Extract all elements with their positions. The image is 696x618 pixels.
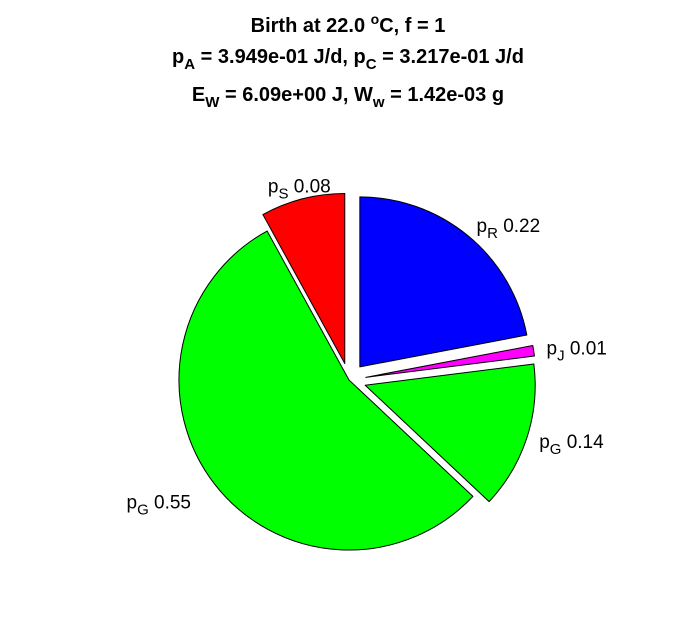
slice-label-0: pR 0.22 <box>477 216 541 242</box>
pie-slice-4 <box>262 193 346 365</box>
pie-labels: pR 0.22 pJ 0.01 pG 0.14 pG 0.55 pS 0.08 <box>126 176 606 518</box>
pie-slice-0 <box>359 196 528 368</box>
slice-label-4: pS 0.08 <box>268 176 331 202</box>
title-line-3: EW = 6.09e+00 J, Ww = 1.42e-03 g <box>192 84 504 111</box>
pie-slice-1 <box>365 344 535 378</box>
pie-slices <box>178 193 536 551</box>
pie-slice-3 <box>178 230 474 551</box>
slice-label-2: pG 0.14 <box>539 432 604 458</box>
pie-slice-2 <box>364 363 536 503</box>
title-line-2: pA = 3.949e-01 J/d, pC = 3.217e-01 J/d <box>172 46 524 73</box>
slice-label-3: pG 0.55 <box>126 493 191 519</box>
title-line-1: Birth at 22.0 oC, f = 1 <box>251 11 446 37</box>
chart-title: Birth at 22.0 oC, f = 1 pA = 3.949e-01 J… <box>172 11 524 111</box>
slice-label-1: pJ 0.01 <box>547 339 607 365</box>
